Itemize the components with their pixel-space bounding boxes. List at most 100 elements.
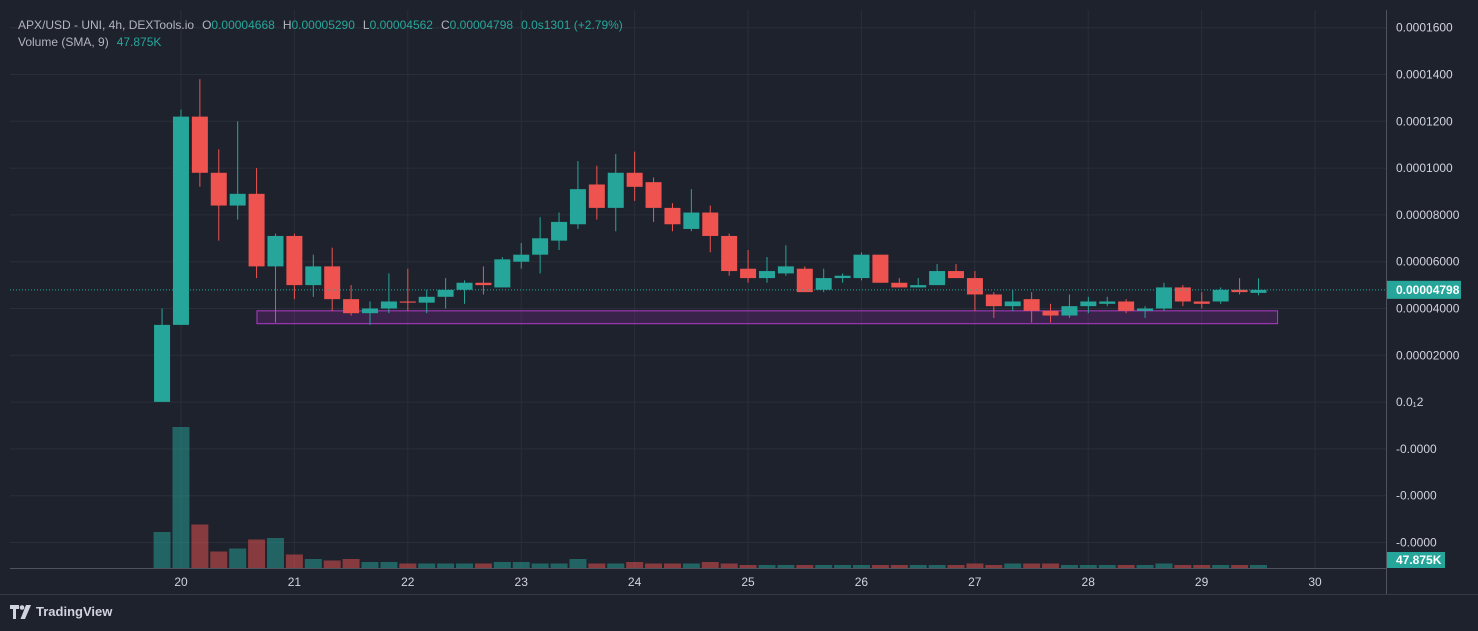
volume-bar xyxy=(323,560,341,568)
candle-body xyxy=(154,324,171,402)
candle-body xyxy=(229,193,246,206)
candle-body xyxy=(532,238,549,255)
brand-name: TradingView xyxy=(36,604,113,619)
volume-bar xyxy=(871,565,889,568)
support-zone-rect xyxy=(256,310,1279,325)
price-tick-label: 0.0001600 xyxy=(1396,21,1453,35)
volume-bar xyxy=(682,563,700,568)
candle-body xyxy=(248,193,265,267)
high-value: 0.00005290 xyxy=(291,18,355,32)
candle-body xyxy=(929,271,946,286)
volume-badge xyxy=(1387,552,1445,568)
volume-bar xyxy=(418,563,436,568)
volume-bar xyxy=(229,548,247,568)
candle-body xyxy=(1174,287,1191,302)
time-tick-label: 23 xyxy=(515,575,529,589)
price-tick-label: -0.0000 xyxy=(1396,536,1437,550)
candle-body xyxy=(475,282,492,286)
price-tick-label: 0.00002000 xyxy=(1396,348,1460,362)
candle-body xyxy=(777,266,794,274)
volume-bar xyxy=(361,562,379,568)
volume-bar xyxy=(1042,563,1060,568)
time-tick-label: 28 xyxy=(1082,575,1096,589)
low-value: 0.00004562 xyxy=(369,18,433,32)
volume-indicator-label[interactable]: Volume (SMA, 9) xyxy=(18,35,109,49)
price-tick-label: -0.0000 xyxy=(1396,489,1437,503)
candle-body xyxy=(513,254,530,262)
volume-bar xyxy=(210,551,228,568)
candle-body xyxy=(702,212,719,236)
price-tick-label: 0.00008000 xyxy=(1396,208,1460,222)
open-value: 0.00004668 xyxy=(211,18,275,32)
candle-body xyxy=(362,308,379,314)
candle-body xyxy=(456,282,473,290)
candle-body xyxy=(1250,289,1267,293)
volume-bar xyxy=(1117,565,1135,568)
candle-body xyxy=(305,266,322,286)
volume-bar xyxy=(304,559,322,568)
candle-body xyxy=(664,207,681,225)
candle-body xyxy=(1212,289,1229,302)
time-tick-label: 21 xyxy=(288,575,302,589)
volume-bar xyxy=(1098,565,1116,568)
candle-body xyxy=(588,184,605,208)
volume-bar xyxy=(569,559,587,568)
candle-body xyxy=(267,235,284,267)
volume-bar xyxy=(796,565,814,568)
tradingview-logo[interactable]: TradingView xyxy=(10,604,112,619)
volume-bar xyxy=(437,563,455,568)
volume-bar xyxy=(172,427,190,568)
symbol-label[interactable]: APX/USD - UNI, 4h, DEXTools.io xyxy=(18,18,195,32)
candle-body xyxy=(1155,287,1172,309)
volume-bar xyxy=(966,563,984,568)
candle-body xyxy=(815,278,832,290)
price-tick-label: 0.0₁2 xyxy=(1396,395,1424,409)
candle-body xyxy=(1004,301,1021,307)
high-label: H xyxy=(282,18,292,32)
volume-bar xyxy=(985,565,1003,568)
volume-bar xyxy=(1023,563,1041,568)
candle-body xyxy=(834,275,851,279)
time-tick-label: 26 xyxy=(855,575,869,589)
volume-bar xyxy=(739,565,757,568)
low-label: L xyxy=(362,18,370,32)
volume-axis-label: 47.875K xyxy=(1396,553,1442,567)
time-tick-label: 30 xyxy=(1308,575,1322,589)
volume-bar xyxy=(663,563,681,568)
candle-body xyxy=(569,189,586,225)
volume-bar xyxy=(1079,565,1097,568)
candle-body xyxy=(1080,301,1097,307)
candle-body xyxy=(853,254,870,279)
candle-body xyxy=(1193,301,1210,304)
volume-bar xyxy=(474,563,492,568)
candle-body xyxy=(948,271,965,279)
volume-row: Volume (SMA, 9) 47.875K xyxy=(18,34,623,51)
volume-bar xyxy=(588,563,606,568)
volume-bar xyxy=(834,565,852,568)
volume-bar xyxy=(701,562,719,568)
volume-bar xyxy=(1174,565,1192,568)
open-label: O xyxy=(202,18,212,32)
volume-bar xyxy=(1060,565,1078,568)
chart-legend: APX/USD - UNI, 4h, DEXTools.io O 0.000046… xyxy=(18,17,623,51)
time-tick-label: 22 xyxy=(401,575,415,589)
volume-bar xyxy=(626,562,644,568)
candle-body xyxy=(910,285,927,288)
volume-bar xyxy=(607,563,625,568)
candle-body xyxy=(1061,306,1078,316)
candle-body xyxy=(985,294,1002,307)
change-value: 0.0s1301 (+2.79%) xyxy=(521,18,623,32)
candle-body xyxy=(399,301,416,303)
volume-bar xyxy=(550,563,568,568)
volume-bar xyxy=(1193,565,1211,568)
candle-body xyxy=(418,296,435,303)
candle-body xyxy=(683,212,700,229)
time-tick-label: 25 xyxy=(741,575,755,589)
volume-bar xyxy=(720,563,738,568)
time-tick-label: 20 xyxy=(174,575,188,589)
candle-body xyxy=(758,271,775,279)
price-tick-label: -0.0000 xyxy=(1396,442,1437,456)
candle-body xyxy=(1118,301,1135,311)
